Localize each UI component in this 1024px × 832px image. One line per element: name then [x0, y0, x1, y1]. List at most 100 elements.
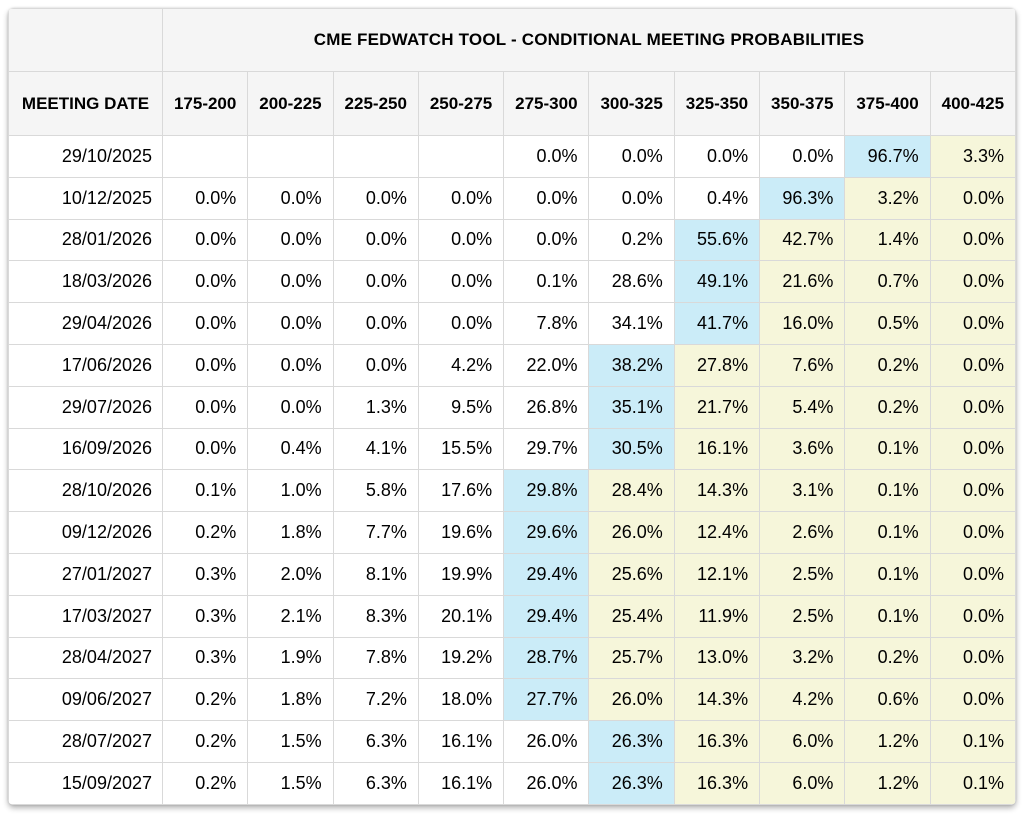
- probability-cell: 6.3%: [332, 720, 419, 763]
- probability-cell: 0.4%: [247, 427, 334, 471]
- probability-cell: 14.3%: [673, 469, 761, 513]
- probability-cell: 38.2%: [588, 343, 675, 387]
- probability-cell: 30.5%: [588, 427, 675, 471]
- probability-cell: 12.4%: [673, 511, 761, 554]
- meeting-date-cell: 29/10/2025: [8, 135, 163, 178]
- probability-cell: 0.0%: [247, 343, 334, 387]
- meeting-date-cell: 16/09/2026: [8, 427, 163, 471]
- probability-cell: 26.8%: [503, 385, 590, 429]
- probability-cell: 13.0%: [673, 636, 761, 680]
- rate-range-header: 225-250: [332, 71, 419, 136]
- probability-cell: 5.8%: [332, 469, 419, 513]
- probability-cell: 8.1%: [332, 552, 419, 596]
- probability-cell: 0.0%: [247, 176, 334, 220]
- probability-cell: 2.6%: [759, 511, 846, 554]
- probability-cell: 0.0%: [929, 343, 1016, 387]
- probability-cell: 27.8%: [673, 343, 761, 387]
- meeting-date-cell: 29/04/2026: [8, 302, 163, 345]
- probability-cell: 21.6%: [759, 260, 846, 304]
- rate-range-header: 325-350: [673, 71, 761, 136]
- probability-cell: 27.7%: [503, 678, 590, 722]
- probability-cell: 41.7%: [673, 302, 761, 345]
- table-row: 09/12/2026 0.2% 1.8% 7.7% 19.6% 29.6% 26.0% 12.…: [8, 511, 1016, 554]
- probability-cell: 8.3%: [332, 594, 419, 638]
- fedwatch-table-container: CME FEDWATCH TOOL - CONDITIONAL MEETING …: [8, 8, 1016, 805]
- probability-cell: 19.9%: [417, 552, 505, 596]
- probability-cell: 0.0%: [161, 343, 249, 387]
- probability-cell: 0.1%: [844, 511, 931, 554]
- table-row: 28/01/2026 0.0% 0.0% 0.0% 0.0% 0.0% 0.2% 55.6% 4…: [8, 218, 1016, 262]
- meeting-date-cell: 15/09/2027: [8, 761, 163, 805]
- probability-cell: 0.0%: [929, 385, 1016, 429]
- probability-cell: 19.6%: [417, 511, 505, 554]
- probability-cell: 0.0%: [417, 260, 505, 304]
- probability-cell: 25.4%: [588, 594, 675, 638]
- probability-cell: 0.1%: [503, 260, 590, 304]
- table-row: 09/06/2027 0.2% 1.8% 7.2% 18.0% 27.7% 26.0% 14.…: [8, 678, 1016, 722]
- probability-cell: 0.1%: [844, 469, 931, 513]
- probability-cell: 0.0%: [929, 218, 1016, 262]
- probability-cell: 35.1%: [588, 385, 675, 429]
- probability-cell: 0.0%: [161, 218, 249, 262]
- probability-cell: 0.0%: [929, 678, 1016, 722]
- probability-cell: 29.4%: [503, 552, 590, 596]
- probability-cell: 21.7%: [673, 385, 761, 429]
- table-body: 29/10/2025 0.0% 0.0% 0.0% 0.0% 96.7% 3.3% 10/12…: [8, 135, 1016, 805]
- probability-cell: 11.9%: [673, 594, 761, 638]
- probability-cell: 6.3%: [332, 761, 419, 805]
- probability-cell: 0.0%: [417, 176, 505, 220]
- meeting-date-cell: 28/10/2026: [8, 469, 163, 513]
- probability-cell: 0.2%: [844, 343, 931, 387]
- probability-cell: 34.1%: [588, 302, 675, 345]
- probability-cell: 16.0%: [759, 302, 846, 345]
- probability-cell: 0.0%: [161, 260, 249, 304]
- probability-cell: 3.1%: [759, 469, 846, 513]
- probability-cell: 96.7%: [844, 135, 931, 178]
- table-row: 28/07/2027 0.2% 1.5% 6.3% 16.1% 26.0% 26.3% 16.…: [8, 720, 1016, 763]
- meeting-date-header: MEETING DATE: [8, 71, 163, 136]
- probability-cell: 18.0%: [417, 678, 505, 722]
- table-row: 17/06/2026 0.0% 0.0% 0.0% 4.2% 22.0% 38.2% 27.8…: [8, 343, 1016, 387]
- meeting-date-cell: 28/04/2027: [8, 636, 163, 680]
- probability-cell: 0.0%: [332, 218, 419, 262]
- probability-cell: 14.3%: [673, 678, 761, 722]
- probability-cell: 16.1%: [417, 720, 505, 763]
- probability-cell: 28.7%: [503, 636, 590, 680]
- meeting-date-cell: 29/07/2026: [8, 385, 163, 429]
- table-row: 29/07/2026 0.0% 0.0% 1.3% 9.5% 26.8% 35.1% 21.7…: [8, 385, 1016, 429]
- probability-cell: 20.1%: [417, 594, 505, 638]
- probability-cell: 96.3%: [759, 176, 846, 220]
- table-row: 16/09/2026 0.0% 0.4% 4.1% 15.5% 29.7% 30.5% 16.…: [8, 427, 1016, 471]
- column-header-row: MEETING DATE 175-200 200-225 225-250 250-27…: [8, 71, 1016, 136]
- probability-cell: 0.0%: [247, 260, 334, 304]
- fedwatch-probability-table: CME FEDWATCH TOOL - CONDITIONAL MEETING …: [8, 8, 1016, 805]
- probability-cell: 7.8%: [503, 302, 590, 345]
- probability-cell: 3.6%: [759, 427, 846, 471]
- title-row: CME FEDWATCH TOOL - CONDITIONAL MEETING …: [8, 8, 1016, 72]
- probability-cell: 0.2%: [588, 218, 675, 262]
- rate-range-header: 275-300: [503, 71, 590, 136]
- probability-cell: 4.2%: [417, 343, 505, 387]
- probability-cell: 7.6%: [759, 343, 846, 387]
- probability-cell: 26.0%: [503, 761, 590, 805]
- probability-cell: [247, 135, 334, 178]
- probability-cell: 0.0%: [929, 636, 1016, 680]
- rate-range-header: 300-325: [588, 71, 675, 136]
- probability-cell: 7.7%: [332, 511, 419, 554]
- probability-cell: 1.2%: [844, 720, 931, 763]
- table-title: CME FEDWATCH TOOL - CONDITIONAL MEETING …: [162, 8, 1016, 72]
- probability-cell: 0.2%: [161, 511, 249, 554]
- probability-cell: 0.1%: [161, 469, 249, 513]
- probability-cell: 26.3%: [588, 761, 675, 805]
- probability-cell: 1.5%: [247, 720, 334, 763]
- table-row: 18/03/2026 0.0% 0.0% 0.0% 0.0% 0.1% 28.6% 49.1%…: [8, 260, 1016, 304]
- probability-cell: 16.1%: [673, 427, 761, 471]
- probability-cell: 0.2%: [844, 636, 931, 680]
- meeting-date-cell: 28/01/2026: [8, 218, 163, 262]
- meeting-date-cell: 27/01/2027: [8, 552, 163, 596]
- probability-cell: 2.0%: [247, 552, 334, 596]
- probability-cell: 4.2%: [759, 678, 846, 722]
- probability-cell: 28.6%: [588, 260, 675, 304]
- probability-cell: 0.0%: [673, 135, 761, 178]
- probability-cell: 17.6%: [417, 469, 505, 513]
